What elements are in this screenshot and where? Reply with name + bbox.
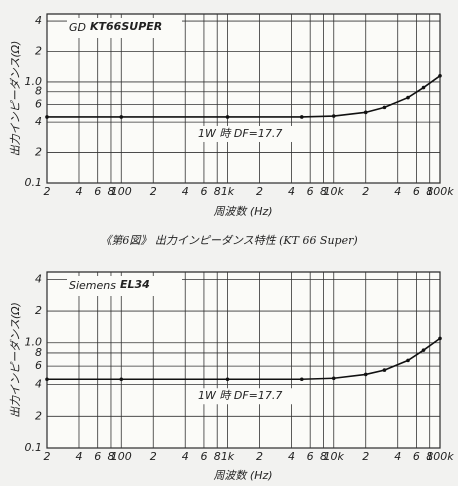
title-bg (67, 276, 182, 296)
x-tick-label: 8 (426, 185, 433, 198)
x-tick-label: 6 (307, 450, 314, 463)
data-point (119, 115, 124, 119)
x-tick-label: 6 (94, 185, 101, 198)
data-point (363, 372, 368, 377)
x-tick-label: 6 (200, 450, 207, 463)
x-tick-label: 8 (320, 185, 327, 198)
plot-area (46, 271, 441, 449)
x-axis-label: 周波数 (Hz) (213, 469, 272, 482)
y-tick-label: 6 (35, 97, 42, 110)
x-tick-label: 6 (307, 185, 314, 198)
x-tick-label: 10k (324, 185, 345, 198)
x-tick-label: 2 (256, 450, 263, 463)
data-point (299, 377, 304, 382)
plot-area (46, 13, 441, 184)
x-tick-label: 2 (256, 185, 263, 198)
data-point (299, 115, 304, 119)
data-point (406, 358, 410, 363)
x-tick-label: 2 (362, 185, 369, 198)
y-axis-label: 出力インピーダンス(Ω) (9, 302, 22, 418)
y-tick-label: 2 (35, 146, 42, 159)
x-tick-label: 4 (182, 450, 189, 463)
title-prefix: GD (69, 21, 86, 34)
x-tick-label: 4 (75, 185, 82, 198)
x-tick-label: 8 (320, 450, 327, 463)
x-axis-label: 周波数 (Hz) (213, 205, 272, 218)
x-tick-label: 100k (426, 450, 454, 463)
y-tick-label: 4 (35, 272, 42, 285)
y-tick-label: 1.0 (25, 336, 43, 349)
x-tick-label: 4 (75, 450, 82, 463)
y-tick-label: 2 (35, 409, 42, 422)
caption: 《第6図》 出力インピーダンス特性 (KT 66 Super) (100, 234, 357, 247)
data-point (225, 115, 230, 119)
title-bg (67, 18, 182, 38)
y-tick-label: 2 (35, 45, 42, 58)
data-point (331, 376, 336, 381)
x-tick-label: 8 (426, 450, 433, 463)
x-tick-label: 100k (426, 185, 454, 198)
data-point (363, 110, 368, 115)
data-point (438, 336, 442, 341)
data-point (382, 368, 387, 372)
y-tick-label: 4 (35, 14, 42, 27)
data-point (45, 115, 49, 119)
x-tick-label: 4 (394, 185, 401, 198)
annotation-bg (195, 388, 305, 405)
y-tick-label: 6 (35, 359, 42, 372)
data-point (119, 377, 124, 382)
x-tick-label: 6 (413, 450, 420, 463)
x-tick-label: 8 (107, 450, 114, 463)
x-tick-label: 2 (150, 185, 157, 198)
y-tick-label: 4 (35, 378, 42, 391)
x-tick-label: 2 (362, 450, 369, 463)
y-axis-label: 出力インピーダンス(Ω) (9, 41, 22, 157)
series-line (47, 75, 441, 118)
x-tick-label: 8 (214, 185, 221, 198)
series-line (47, 337, 441, 381)
annotation: 1W 時 DF=17.7 (198, 389, 282, 402)
x-tick-label: 6 (413, 185, 420, 198)
x-tick-label: 2 (150, 450, 157, 463)
y-tick-label: 4 (35, 115, 42, 128)
x-tick-label: 4 (394, 450, 401, 463)
y-tick-label: 2 (35, 304, 42, 317)
data-point (421, 85, 426, 90)
x-tick-label: 8 (214, 450, 221, 463)
x-tick-label: 6 (94, 450, 101, 463)
title-prefix: Siemens (69, 279, 116, 292)
x-tick-label: 10k (324, 450, 345, 463)
x-tick-label: 2 (44, 185, 51, 198)
x-tick-label: 4 (182, 185, 189, 198)
annotation: 1W 時 DF=17.7 (198, 127, 282, 140)
x-tick-label: 100 (111, 450, 132, 463)
x-tick-label: 6 (200, 185, 207, 198)
x-tick-label: 1k (221, 185, 235, 198)
y-tick-label: 1.0 (25, 75, 43, 88)
annotation-bg (195, 125, 305, 142)
y-tick-label: 8 (35, 85, 42, 98)
y-tick-label: 0.1 (25, 176, 43, 189)
x-tick-label: 2 (44, 450, 51, 463)
y-tick-label: 0.1 (25, 441, 43, 454)
chart-title: KT66SUPER (90, 20, 162, 33)
data-point (225, 377, 230, 382)
data-point (45, 377, 49, 382)
data-point (382, 105, 387, 110)
chart-title: EL34 (120, 278, 150, 291)
x-tick-label: 4 (288, 185, 295, 198)
data-point (406, 95, 410, 100)
x-tick-label: 1k (221, 450, 235, 463)
x-tick-label: 100 (111, 185, 132, 198)
data-point (331, 114, 336, 118)
y-tick-label: 8 (35, 346, 42, 359)
data-point (438, 73, 442, 78)
x-tick-label: 8 (107, 185, 114, 198)
x-tick-label: 4 (288, 450, 295, 463)
data-point (421, 348, 426, 352)
